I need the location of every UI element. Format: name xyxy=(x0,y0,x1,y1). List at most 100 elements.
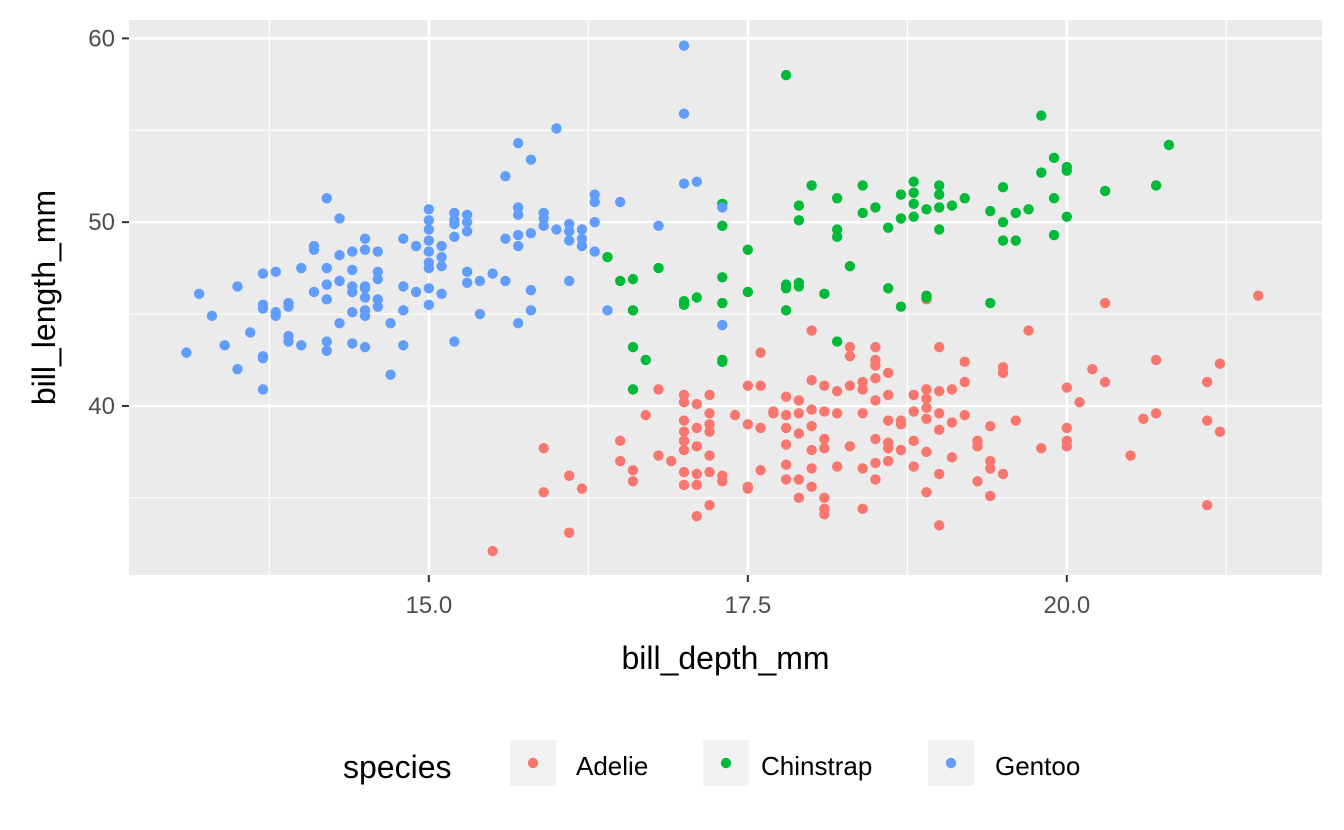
data-point xyxy=(321,279,332,290)
data-point xyxy=(985,420,996,432)
x-axis: 15.0 17.5 20.0 xyxy=(405,575,1090,619)
data-point xyxy=(959,356,970,368)
data-point xyxy=(283,297,294,309)
data-point xyxy=(615,455,626,467)
data-point xyxy=(589,216,600,228)
data-point xyxy=(359,233,371,244)
data-point xyxy=(538,442,549,454)
data-point xyxy=(398,340,409,351)
data-point xyxy=(193,288,205,300)
data-point xyxy=(934,424,945,436)
legend-swatch xyxy=(527,757,539,769)
data-point xyxy=(627,341,639,353)
data-point xyxy=(934,202,945,213)
legend-swatch xyxy=(720,757,732,769)
data-point xyxy=(921,204,932,215)
data-point xyxy=(627,465,639,476)
data-point xyxy=(793,200,805,211)
data-point xyxy=(678,466,690,478)
data-point xyxy=(372,246,384,257)
data-point xyxy=(691,176,702,187)
data-point xyxy=(270,266,281,277)
data-point xyxy=(819,503,830,515)
data-point xyxy=(742,380,754,391)
data-point xyxy=(1036,442,1047,454)
data-point xyxy=(474,308,486,320)
data-point xyxy=(882,367,894,379)
data-point xyxy=(602,305,613,316)
data-point xyxy=(678,397,690,408)
data-point xyxy=(257,268,269,279)
data-point xyxy=(870,373,881,384)
data-point xyxy=(423,257,435,268)
data-point xyxy=(882,389,894,401)
data-point xyxy=(206,310,218,322)
data-point xyxy=(232,281,243,292)
data-point xyxy=(1099,376,1111,388)
legend-label: Chinstrap xyxy=(761,751,872,781)
data-point xyxy=(372,301,384,312)
data-point xyxy=(959,409,970,421)
data-point xyxy=(691,468,702,480)
data-point xyxy=(245,327,256,338)
data-point xyxy=(500,233,511,244)
data-point xyxy=(347,307,358,318)
data-point xyxy=(308,240,320,252)
data-point xyxy=(780,279,792,290)
data-point xyxy=(959,193,970,204)
data-points xyxy=(181,40,1264,557)
data-point xyxy=(691,292,702,303)
data-point xyxy=(1201,499,1213,511)
data-point xyxy=(232,363,243,375)
data-point xyxy=(793,395,805,406)
data-point xyxy=(717,354,728,366)
data-point xyxy=(831,461,843,472)
data-point xyxy=(882,455,894,467)
data-point xyxy=(742,286,754,298)
y-axis: 40 50 60 xyxy=(88,25,129,420)
data-point xyxy=(921,446,932,458)
data-point xyxy=(691,441,702,452)
data-point xyxy=(717,297,728,309)
data-point xyxy=(525,305,537,316)
data-point xyxy=(793,408,805,419)
data-point xyxy=(717,220,728,232)
data-point xyxy=(678,108,690,119)
data-point xyxy=(602,251,613,263)
data-point xyxy=(780,409,792,421)
data-point xyxy=(321,336,332,347)
data-point xyxy=(1150,408,1162,419)
data-point xyxy=(895,189,907,200)
data-point xyxy=(1099,297,1111,309)
data-point xyxy=(359,292,371,303)
data-point xyxy=(563,275,575,287)
x-tick-label: 20.0 xyxy=(1043,592,1090,619)
data-point xyxy=(500,171,511,182)
data-point xyxy=(372,266,384,277)
data-point xyxy=(627,476,639,487)
data-point xyxy=(819,288,830,300)
data-point xyxy=(972,476,983,487)
data-point xyxy=(806,374,817,386)
y-tick-label: 60 xyxy=(88,25,115,52)
data-point xyxy=(691,479,702,491)
data-point xyxy=(436,261,447,272)
data-point xyxy=(780,474,792,485)
data-point xyxy=(997,182,1009,193)
data-point xyxy=(768,406,779,417)
data-point xyxy=(1036,167,1047,178)
data-point xyxy=(257,384,269,395)
data-point xyxy=(908,198,919,209)
data-point xyxy=(755,380,766,391)
data-point xyxy=(921,487,932,498)
data-point xyxy=(717,470,728,481)
data-point xyxy=(1061,161,1073,173)
data-point xyxy=(704,419,715,430)
data-point xyxy=(870,341,881,353)
legend-title: species xyxy=(343,749,452,785)
data-point xyxy=(831,231,843,243)
data-point xyxy=(831,224,843,235)
data-point xyxy=(780,69,792,81)
data-point xyxy=(921,292,932,303)
data-point xyxy=(436,240,447,252)
